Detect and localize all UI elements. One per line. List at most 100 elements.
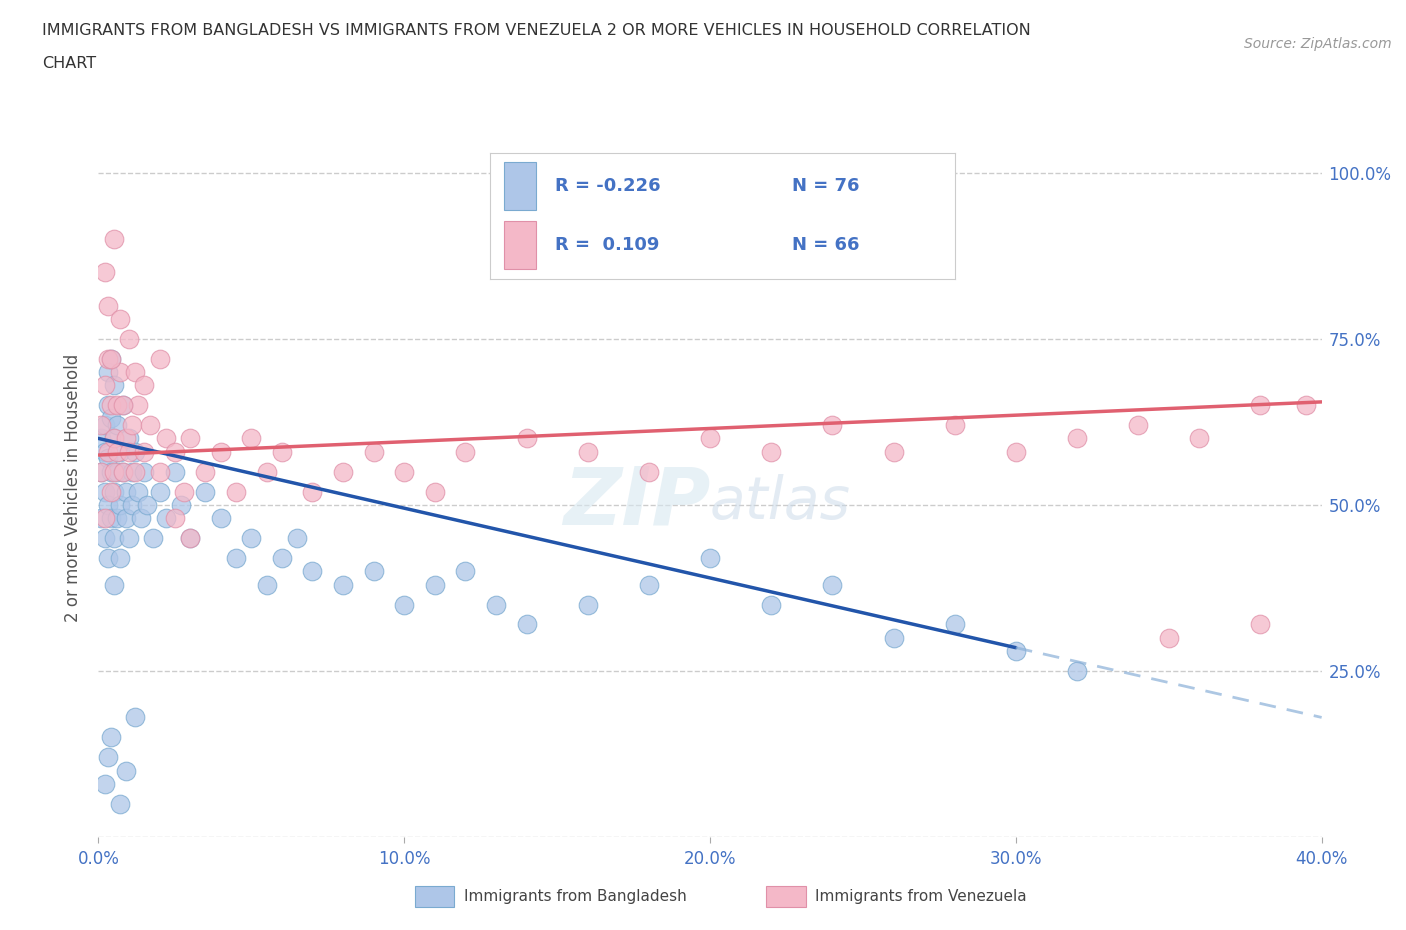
Y-axis label: 2 or more Vehicles in Household: 2 or more Vehicles in Household — [65, 354, 83, 622]
Point — [392, 464, 416, 479]
Point — [163, 511, 186, 525]
Point — [100, 511, 122, 525]
Point — [759, 445, 782, 459]
Point — [127, 485, 149, 499]
Point — [363, 564, 385, 578]
Point — [155, 431, 177, 445]
Point — [155, 511, 177, 525]
Point — [699, 551, 721, 565]
Point — [124, 365, 146, 379]
Text: IMMIGRANTS FROM BANGLADESH VS IMMIGRANTS FROM VENEZUELA 2 OR MORE VEHICLES IN HO: IMMIGRANTS FROM BANGLADESH VS IMMIGRANTS… — [42, 23, 1031, 38]
Point — [97, 398, 120, 413]
Point — [179, 431, 201, 445]
Point — [1066, 431, 1088, 445]
Text: Immigrants from Venezuela: Immigrants from Venezuela — [815, 889, 1028, 904]
Text: Immigrants from Bangladesh: Immigrants from Bangladesh — [464, 889, 686, 904]
Point — [97, 365, 120, 379]
Point — [90, 431, 112, 445]
Point — [108, 796, 131, 811]
Point — [256, 464, 278, 479]
Point — [108, 312, 131, 326]
Point — [821, 418, 844, 432]
Point — [576, 445, 599, 459]
Point — [134, 378, 156, 392]
Point — [90, 464, 112, 479]
Point — [139, 418, 162, 432]
Text: ZIP: ZIP — [562, 463, 710, 541]
Point — [105, 445, 128, 459]
Point — [301, 564, 323, 578]
Point — [516, 431, 538, 445]
Point — [121, 418, 143, 432]
Point — [103, 232, 125, 246]
Point — [103, 431, 125, 445]
Point — [1188, 431, 1211, 445]
Point — [127, 398, 149, 413]
Point — [97, 498, 120, 512]
Point — [576, 597, 599, 612]
Point — [163, 445, 186, 459]
Point — [118, 331, 141, 346]
Point — [454, 564, 477, 578]
Point — [100, 730, 122, 745]
Point — [1128, 418, 1150, 432]
Point — [1004, 644, 1026, 658]
Point — [256, 578, 278, 592]
Point — [516, 617, 538, 631]
Point — [225, 551, 247, 565]
Point — [97, 445, 120, 459]
Point — [108, 365, 131, 379]
Point — [194, 464, 217, 479]
Point — [1066, 663, 1088, 678]
Text: Source: ZipAtlas.com: Source: ZipAtlas.com — [1244, 37, 1392, 51]
Point — [759, 597, 782, 612]
Point — [103, 378, 125, 392]
Point — [93, 511, 115, 525]
Point — [1249, 617, 1271, 631]
Point — [103, 531, 125, 546]
Text: CHART: CHART — [42, 56, 96, 71]
Point — [1249, 398, 1271, 413]
Point — [105, 464, 128, 479]
Text: atlas: atlas — [710, 473, 851, 531]
Point — [105, 418, 128, 432]
Point — [93, 378, 115, 392]
Point — [270, 551, 292, 565]
Point — [332, 464, 354, 479]
Point — [454, 445, 477, 459]
Point — [93, 777, 115, 791]
Point — [1295, 398, 1317, 413]
Point — [121, 464, 143, 479]
Point — [93, 531, 115, 546]
Point — [118, 431, 141, 445]
Point — [108, 445, 131, 459]
Point — [943, 617, 966, 631]
Point — [93, 485, 115, 499]
Point — [103, 431, 125, 445]
Point — [97, 451, 120, 466]
Point — [173, 485, 195, 499]
Point — [423, 485, 446, 499]
Point — [485, 597, 508, 612]
Point — [93, 418, 115, 432]
Point — [285, 531, 308, 546]
Point — [1004, 445, 1026, 459]
Point — [100, 352, 122, 366]
Point — [1157, 631, 1180, 645]
Point — [124, 710, 146, 724]
Point — [883, 445, 905, 459]
Point — [111, 464, 134, 479]
Point — [90, 511, 112, 525]
Point — [943, 418, 966, 432]
Point — [209, 511, 232, 525]
Point — [124, 445, 146, 459]
Point — [301, 485, 323, 499]
Point — [240, 431, 263, 445]
Point — [637, 578, 661, 592]
Point — [111, 464, 134, 479]
Point — [179, 531, 201, 546]
Point — [97, 551, 120, 565]
Point — [115, 511, 138, 525]
Point — [240, 531, 263, 546]
Point — [136, 498, 159, 512]
